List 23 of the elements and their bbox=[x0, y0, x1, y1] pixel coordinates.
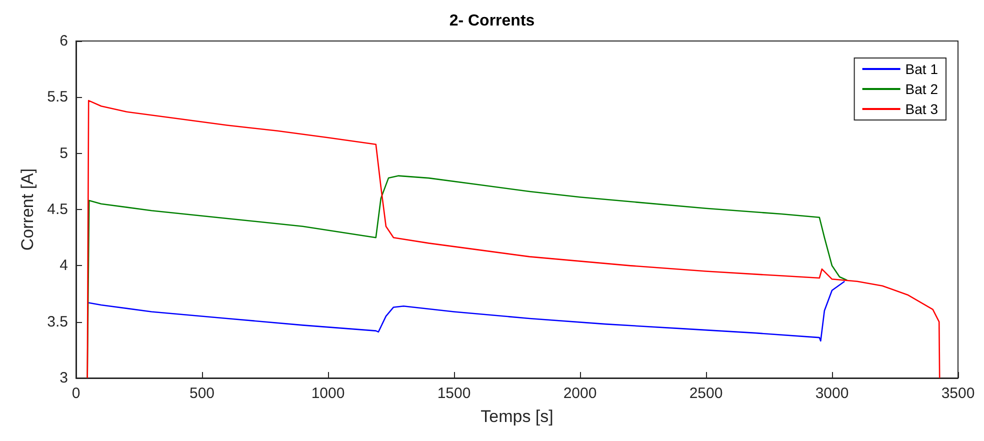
x-tick-label: 2000 bbox=[563, 385, 597, 402]
y-tick-label: 3.5 bbox=[47, 313, 68, 330]
y-tick-label: 4.5 bbox=[47, 201, 68, 218]
y-tick-label: 6 bbox=[60, 32, 68, 50]
x-tick-label: 500 bbox=[189, 385, 215, 402]
legend-label: Bat 2 bbox=[905, 81, 938, 97]
y-tick-label: 3 bbox=[60, 370, 68, 386]
y-tick-label: 5.5 bbox=[47, 88, 68, 106]
y-axis-title: Corrent [A] bbox=[18, 168, 37, 251]
x-tick-label: 3000 bbox=[815, 385, 849, 402]
line-series bbox=[86, 100, 940, 379]
x-axis-title: Temps [s] bbox=[480, 407, 554, 426]
legend-label: Bat 1 bbox=[905, 61, 938, 77]
x-tick-label: 1000 bbox=[311, 385, 345, 402]
x-tick-label: 0 bbox=[72, 385, 80, 402]
x-tick-label: 1500 bbox=[437, 385, 471, 402]
chart-title: 2- Corrents bbox=[449, 12, 535, 30]
line-series bbox=[88, 280, 846, 342]
x-tick-label: 2500 bbox=[689, 385, 723, 402]
legend-label: Bat 3 bbox=[905, 101, 938, 117]
y-tick-label: 4 bbox=[60, 257, 68, 274]
y-tick-label: 5 bbox=[60, 144, 68, 162]
x-tick-label: 3500 bbox=[941, 385, 975, 402]
